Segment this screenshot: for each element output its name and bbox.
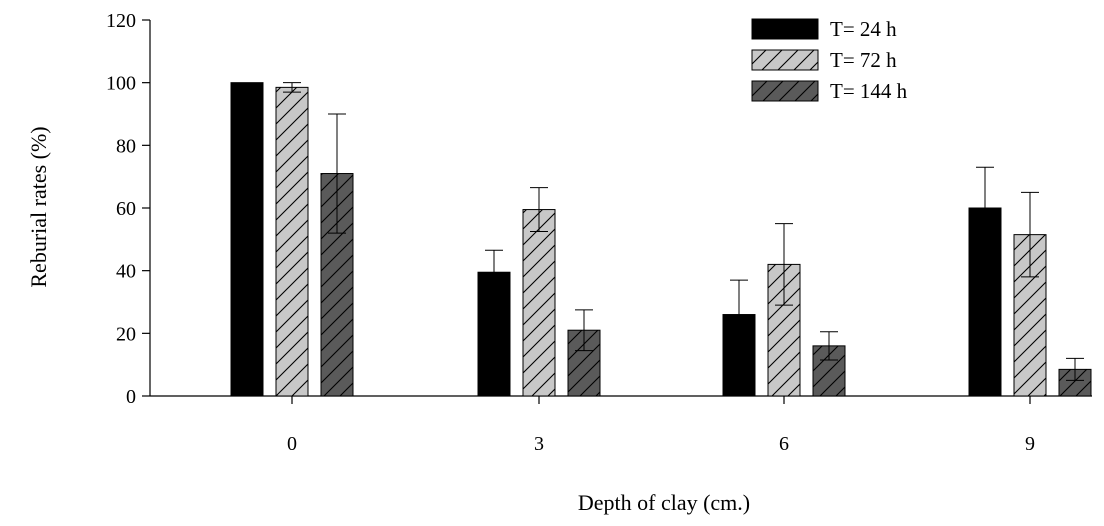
y-axis-title: Reburial rates (%) (26, 126, 51, 287)
y-tick-label: 60 (116, 198, 136, 220)
x-tick-label: 9 (1025, 433, 1035, 455)
x-axis: 0 3 6 9 (150, 395, 1092, 455)
legend-swatch (751, 80, 819, 102)
legend-label: T= 144 h (830, 79, 908, 103)
legend-swatch (751, 49, 819, 71)
legend: T= 24 h T= 72 h T= 144 h (751, 17, 908, 103)
legend-label: T= 24 h (830, 17, 897, 41)
y-axis: 0 20 40 60 80 100 120 (106, 10, 151, 408)
bar (320, 173, 354, 397)
x-tick-label: 0 (287, 433, 297, 455)
bars (230, 82, 1092, 397)
x-tick-label: 6 (779, 433, 789, 455)
y-tick-label: 40 (116, 261, 136, 283)
bar (275, 86, 309, 397)
bar (722, 314, 756, 397)
error-bars (283, 82, 1084, 381)
legend-label: T= 72 h (830, 48, 897, 72)
x-tick-label: 3 (534, 433, 544, 455)
y-tick-label: 0 (126, 386, 136, 408)
bar (522, 209, 556, 397)
legend-swatch (751, 18, 819, 40)
y-tick-label: 80 (116, 135, 136, 157)
x-axis-title: Depth of clay (cm.) (578, 490, 750, 515)
y-tick-label: 120 (106, 10, 136, 32)
bar (230, 82, 264, 397)
y-tick-label: 20 (116, 323, 136, 345)
y-tick-label: 100 (106, 73, 136, 95)
bar (477, 271, 511, 397)
